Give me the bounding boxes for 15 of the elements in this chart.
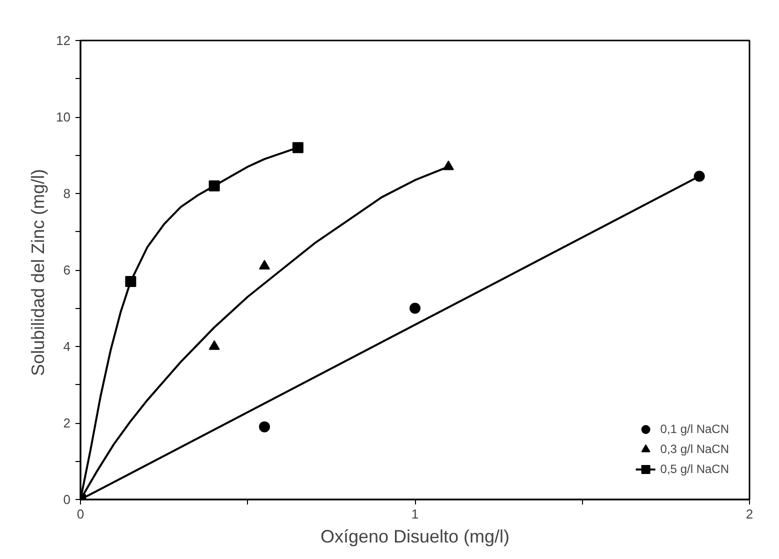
legend-label: 0,1 g/l NaCN bbox=[660, 422, 729, 436]
y-tick-label: 4 bbox=[63, 339, 71, 354]
y-tick-label: 8 bbox=[63, 186, 71, 201]
x-tick-label: 0 bbox=[76, 506, 84, 522]
legend-label: 0,5 g/l NaCN bbox=[660, 462, 729, 476]
y-tick-label: 12 bbox=[56, 33, 71, 48]
y-tick-label: 0 bbox=[63, 492, 71, 507]
y-axis-title: Solubilidad del Zinc (mg/l) bbox=[28, 168, 48, 376]
y-tick-label: 10 bbox=[56, 110, 71, 124]
x-tick-label: 2 bbox=[746, 506, 754, 522]
y-tick-label: 6 bbox=[63, 262, 71, 278]
y-tick-label: 2 bbox=[63, 416, 71, 430]
x-axis-title: Oxígeno Disuelto (mg/l) bbox=[320, 526, 510, 546]
legend-label: 0,3 g/l NaCN bbox=[660, 442, 729, 456]
x-tick-label: 1 bbox=[411, 506, 419, 522]
